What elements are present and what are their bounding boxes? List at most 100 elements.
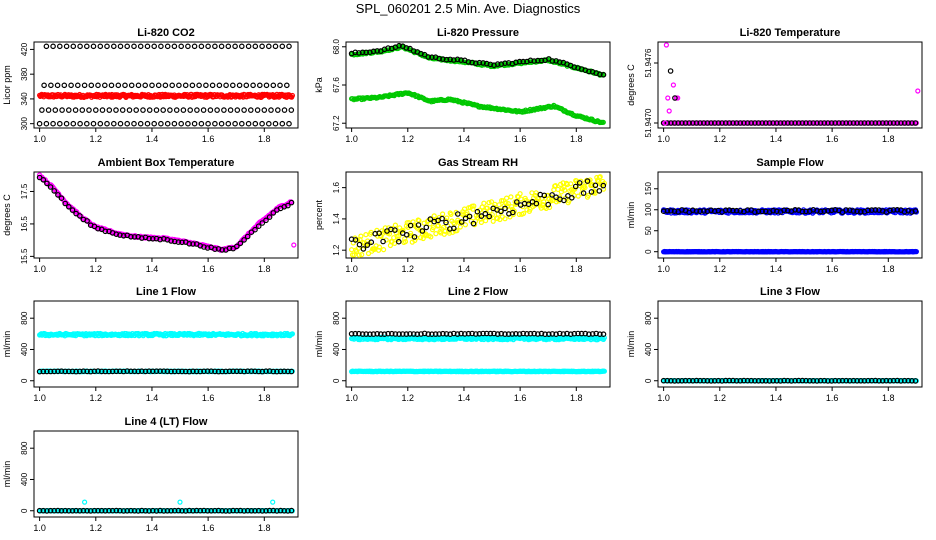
data-point xyxy=(784,207,791,214)
data-point xyxy=(494,61,501,67)
data-point xyxy=(150,236,156,242)
data-point xyxy=(186,241,193,247)
data-point xyxy=(480,60,486,66)
plot-frame xyxy=(33,171,299,259)
x-tick-label: 1.0 xyxy=(345,134,358,144)
data-point xyxy=(131,43,137,50)
data-point xyxy=(72,107,79,113)
data-point xyxy=(380,238,386,245)
data-point xyxy=(478,219,484,225)
x-tick-label: 1.6 xyxy=(826,134,839,144)
x-tick-label: 1.4 xyxy=(458,393,471,403)
data-point xyxy=(850,120,857,126)
series-co2-black-high xyxy=(36,43,295,127)
data-point xyxy=(447,56,454,63)
data-point xyxy=(396,42,402,49)
data-point xyxy=(218,43,225,50)
plot-frame xyxy=(345,171,611,259)
x-tick-label: 1.8 xyxy=(882,393,895,403)
data-point xyxy=(168,238,174,244)
data-point xyxy=(898,120,904,126)
data-point xyxy=(660,120,667,126)
panel-title: Line 3 Flow xyxy=(760,286,820,298)
panel-title: Line 1 Flow xyxy=(136,286,196,298)
data-point xyxy=(803,208,809,215)
y-tick-label: 800 xyxy=(644,311,653,325)
x-tick-label: 1.0 xyxy=(657,393,670,403)
x-tick-label: 1.6 xyxy=(826,393,839,403)
data-point xyxy=(128,234,134,240)
plot-frame xyxy=(657,171,923,259)
panel-title: Sample Flow xyxy=(756,157,824,169)
x-tick-label: 1.6 xyxy=(514,264,527,274)
data-point xyxy=(568,181,574,187)
data-point xyxy=(865,207,871,214)
data-point xyxy=(549,192,555,198)
data-point xyxy=(245,120,252,127)
y-tick-label: 420 xyxy=(20,42,29,56)
data-point xyxy=(454,211,461,217)
data-point xyxy=(600,186,607,192)
data-point xyxy=(41,82,47,89)
data-point xyxy=(697,208,703,215)
data-point xyxy=(700,120,707,126)
data-point xyxy=(90,120,97,127)
data-point xyxy=(115,82,122,89)
plot-frame xyxy=(33,430,299,518)
data-point xyxy=(584,178,591,184)
data-point xyxy=(744,120,751,126)
data-point xyxy=(752,120,758,126)
y-tick-label: 51.9470 xyxy=(644,108,653,137)
x-tick-label: 1.0 xyxy=(345,264,358,274)
data-point xyxy=(660,208,667,215)
data-point xyxy=(204,245,211,251)
data-point xyxy=(126,107,133,113)
data-point xyxy=(439,215,445,222)
data-point xyxy=(84,218,90,224)
data-point xyxy=(672,95,678,101)
data-point xyxy=(502,60,508,67)
data-point xyxy=(481,200,487,206)
data-point xyxy=(120,233,127,239)
data-point xyxy=(63,43,70,50)
data-point xyxy=(486,200,492,206)
data-point xyxy=(248,107,254,113)
data-point xyxy=(252,120,259,127)
data-point xyxy=(241,237,247,243)
data-point xyxy=(255,223,262,230)
data-point xyxy=(507,214,513,220)
y-tick-label: 16.5 xyxy=(20,216,29,232)
data-point xyxy=(585,192,592,198)
data-point xyxy=(239,120,245,127)
data-point xyxy=(508,194,514,200)
data-point xyxy=(498,208,504,215)
data-point xyxy=(36,120,43,127)
y-tick-label: 1.2 xyxy=(332,244,341,256)
data-point xyxy=(733,120,740,126)
y-tick-label: 400 xyxy=(644,342,653,356)
data-point xyxy=(50,43,56,50)
data-point xyxy=(237,240,244,247)
data-point xyxy=(187,107,194,113)
data-point xyxy=(400,227,406,233)
data-point xyxy=(376,244,382,250)
data-point xyxy=(190,241,196,247)
data-point xyxy=(214,107,220,113)
y-tick-label: 150 xyxy=(644,182,653,196)
data-point xyxy=(265,43,272,50)
y-tick-label: 67.2 xyxy=(332,115,341,131)
data-point xyxy=(766,120,773,126)
data-point xyxy=(730,207,736,214)
data-point xyxy=(795,120,802,126)
data-point xyxy=(810,120,817,126)
series-temp-spikes xyxy=(662,42,921,126)
data-point xyxy=(799,208,806,215)
data-point xyxy=(351,252,357,258)
data-point xyxy=(77,213,83,219)
data-point xyxy=(868,120,875,126)
y-tick-label: 0 xyxy=(20,508,29,513)
data-point xyxy=(566,198,572,204)
